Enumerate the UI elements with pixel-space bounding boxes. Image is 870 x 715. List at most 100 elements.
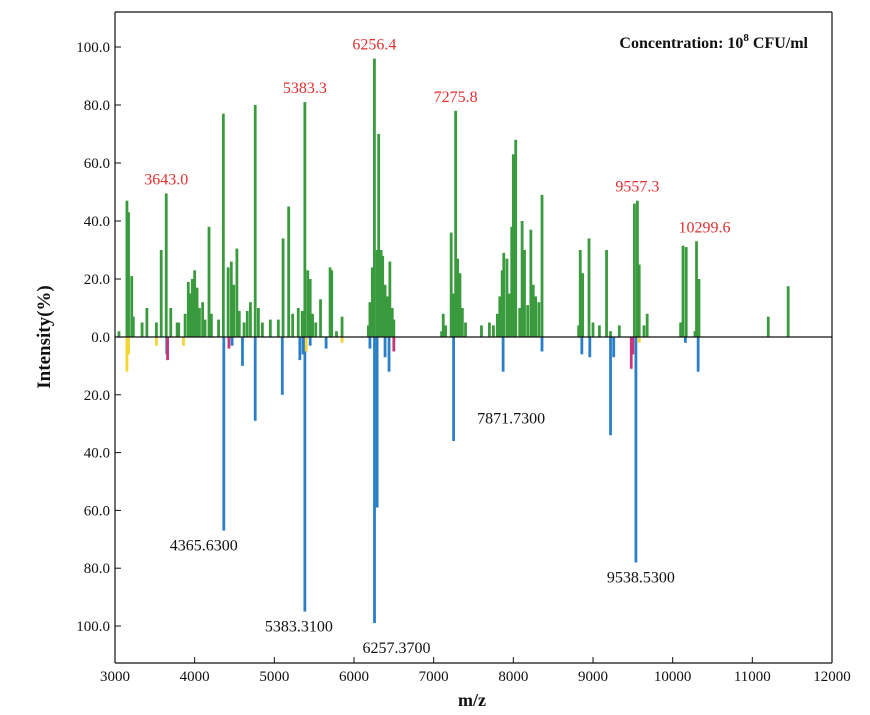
upper-peak-bar bbox=[366, 325, 370, 337]
upper-peak-bar bbox=[186, 281, 190, 337]
upper-peak-bar bbox=[207, 226, 211, 337]
upper-peak-bar bbox=[577, 325, 581, 337]
upper-peak-bar bbox=[529, 229, 533, 337]
lower-peak-bar bbox=[303, 337, 307, 612]
upper-peak-bar bbox=[514, 139, 518, 337]
upper-peak-bar bbox=[311, 313, 314, 337]
x-tick-label: 8000 bbox=[498, 669, 528, 685]
upper-peak-bar bbox=[368, 302, 372, 337]
upper-peak-bar bbox=[526, 305, 530, 337]
yellow-peak-bar bbox=[127, 337, 130, 355]
lower-peak-bar bbox=[580, 337, 584, 355]
upper-peak-bar bbox=[488, 322, 491, 337]
upper-peak-bar bbox=[130, 276, 134, 337]
lower-peak-bar bbox=[383, 337, 387, 358]
upper-peak-bar bbox=[249, 302, 252, 337]
upper-peak-bar bbox=[203, 319, 207, 337]
y-axis-title: Intensity(%) bbox=[34, 285, 55, 388]
upper-peak-bar bbox=[379, 250, 383, 337]
upper-peak-bar bbox=[281, 238, 285, 337]
upper-peak-bar bbox=[534, 296, 538, 337]
upper-peak-bar bbox=[578, 250, 582, 337]
upper-peak-bar bbox=[390, 308, 394, 337]
upper-peak-bar bbox=[449, 232, 453, 337]
lower-peak-bar bbox=[324, 337, 328, 349]
y-tick-label: 0.0 bbox=[91, 330, 110, 346]
upper-peak-label: 9557.3 bbox=[615, 179, 659, 196]
upper-peak-bar bbox=[637, 264, 641, 337]
x-tick-label: 5000 bbox=[259, 669, 289, 685]
concentration-prefix: Concentration: 10 bbox=[619, 35, 743, 52]
upper-peak-bar bbox=[198, 308, 201, 337]
upper-peak-bar bbox=[766, 316, 770, 337]
x-tick-label: 3000 bbox=[100, 669, 130, 685]
upper-peak-bar bbox=[370, 267, 374, 337]
upper-peak-bar bbox=[330, 270, 334, 337]
upper-peak-bar bbox=[177, 322, 181, 337]
upper-peak-bar bbox=[125, 200, 129, 337]
lower-peak-bar bbox=[501, 337, 505, 372]
upper-peak-bar bbox=[175, 322, 179, 337]
upper-peak-bar bbox=[169, 308, 173, 337]
yellow-peak-bar bbox=[182, 337, 185, 346]
upper-peak-bar bbox=[237, 310, 241, 337]
magenta-peak-bar bbox=[166, 337, 169, 361]
upper-peak-bar bbox=[117, 331, 121, 337]
lower-peak-bar bbox=[280, 337, 284, 395]
upper-peak-bar bbox=[308, 279, 312, 337]
y-tick-label: 20.0 bbox=[84, 272, 110, 288]
upper-peak-bar bbox=[383, 284, 387, 337]
lower-peak-bar bbox=[368, 337, 372, 349]
upper-peak-bar bbox=[500, 270, 504, 337]
upper-peak-bar bbox=[140, 322, 144, 337]
upper-peak-bar bbox=[257, 308, 260, 337]
magenta-peak-bar bbox=[227, 337, 231, 349]
upper-peak-bar bbox=[377, 134, 381, 337]
upper-peak-bar bbox=[210, 313, 213, 337]
lower-peak-label: 9538.5300 bbox=[607, 569, 675, 586]
y-tick-label: 80.0 bbox=[84, 98, 110, 114]
lower-peak-bar bbox=[373, 337, 376, 624]
upper-peak-label: 6256.4 bbox=[352, 37, 396, 54]
lower-peak-bar bbox=[375, 337, 379, 508]
lower-peak-bar bbox=[308, 337, 312, 346]
upper-peak-bar bbox=[193, 270, 197, 337]
x-tick-label: 10000 bbox=[654, 669, 692, 685]
upper-peak-bar bbox=[684, 247, 688, 337]
upper-peak-bar bbox=[201, 302, 205, 337]
upper-peak-bar bbox=[498, 296, 502, 337]
upper-peak-bar bbox=[335, 331, 338, 337]
y-tick-label: 40.0 bbox=[84, 446, 110, 462]
upper-peak-bar bbox=[276, 319, 280, 337]
upper-peak-label: 3643.0 bbox=[144, 171, 188, 188]
peak-labels: 3643.0 5383.3 6256.4 7275.8 9557.3 10299.6 436… bbox=[144, 37, 730, 658]
yellow-peak-bar bbox=[340, 337, 344, 343]
plot-frame bbox=[114, 11, 833, 664]
lower-peak-bar bbox=[301, 337, 305, 355]
upper-peak-bar bbox=[253, 105, 257, 337]
x-tick-label: 6000 bbox=[339, 669, 369, 685]
lower-peak-bar bbox=[298, 337, 302, 361]
upper-peak-bar bbox=[440, 331, 444, 337]
upper-peak-bar bbox=[636, 200, 639, 337]
lower-peak-bar bbox=[696, 337, 700, 372]
yellow-peak-bar bbox=[304, 337, 308, 352]
upper-peak-bar bbox=[679, 322, 683, 337]
upper-peak-bar bbox=[287, 206, 291, 337]
upper-peak-bar bbox=[221, 113, 225, 337]
upper-peak-label: 7275.8 bbox=[434, 89, 478, 106]
lower-peak-bar bbox=[452, 337, 455, 442]
upper-peak-bar bbox=[291, 313, 295, 337]
upper-peak-bar bbox=[518, 308, 522, 337]
upper-peak-bar bbox=[164, 193, 168, 337]
upper-peak-bar bbox=[540, 194, 544, 337]
x-axis-ticks: 3000 4000 5000 6000 7000 8000 9000 10000 11000 12… bbox=[100, 657, 851, 685]
upper-peak-bar bbox=[319, 299, 322, 337]
upper-peak-bar bbox=[480, 325, 483, 337]
upper-peak-bar bbox=[464, 322, 467, 337]
upper-peak-bar bbox=[537, 302, 541, 337]
upper-peak-bar bbox=[242, 322, 246, 337]
lower-peak-bar bbox=[540, 337, 544, 352]
lower-peak-bar bbox=[588, 337, 592, 358]
lower-peak-bar bbox=[222, 337, 226, 531]
